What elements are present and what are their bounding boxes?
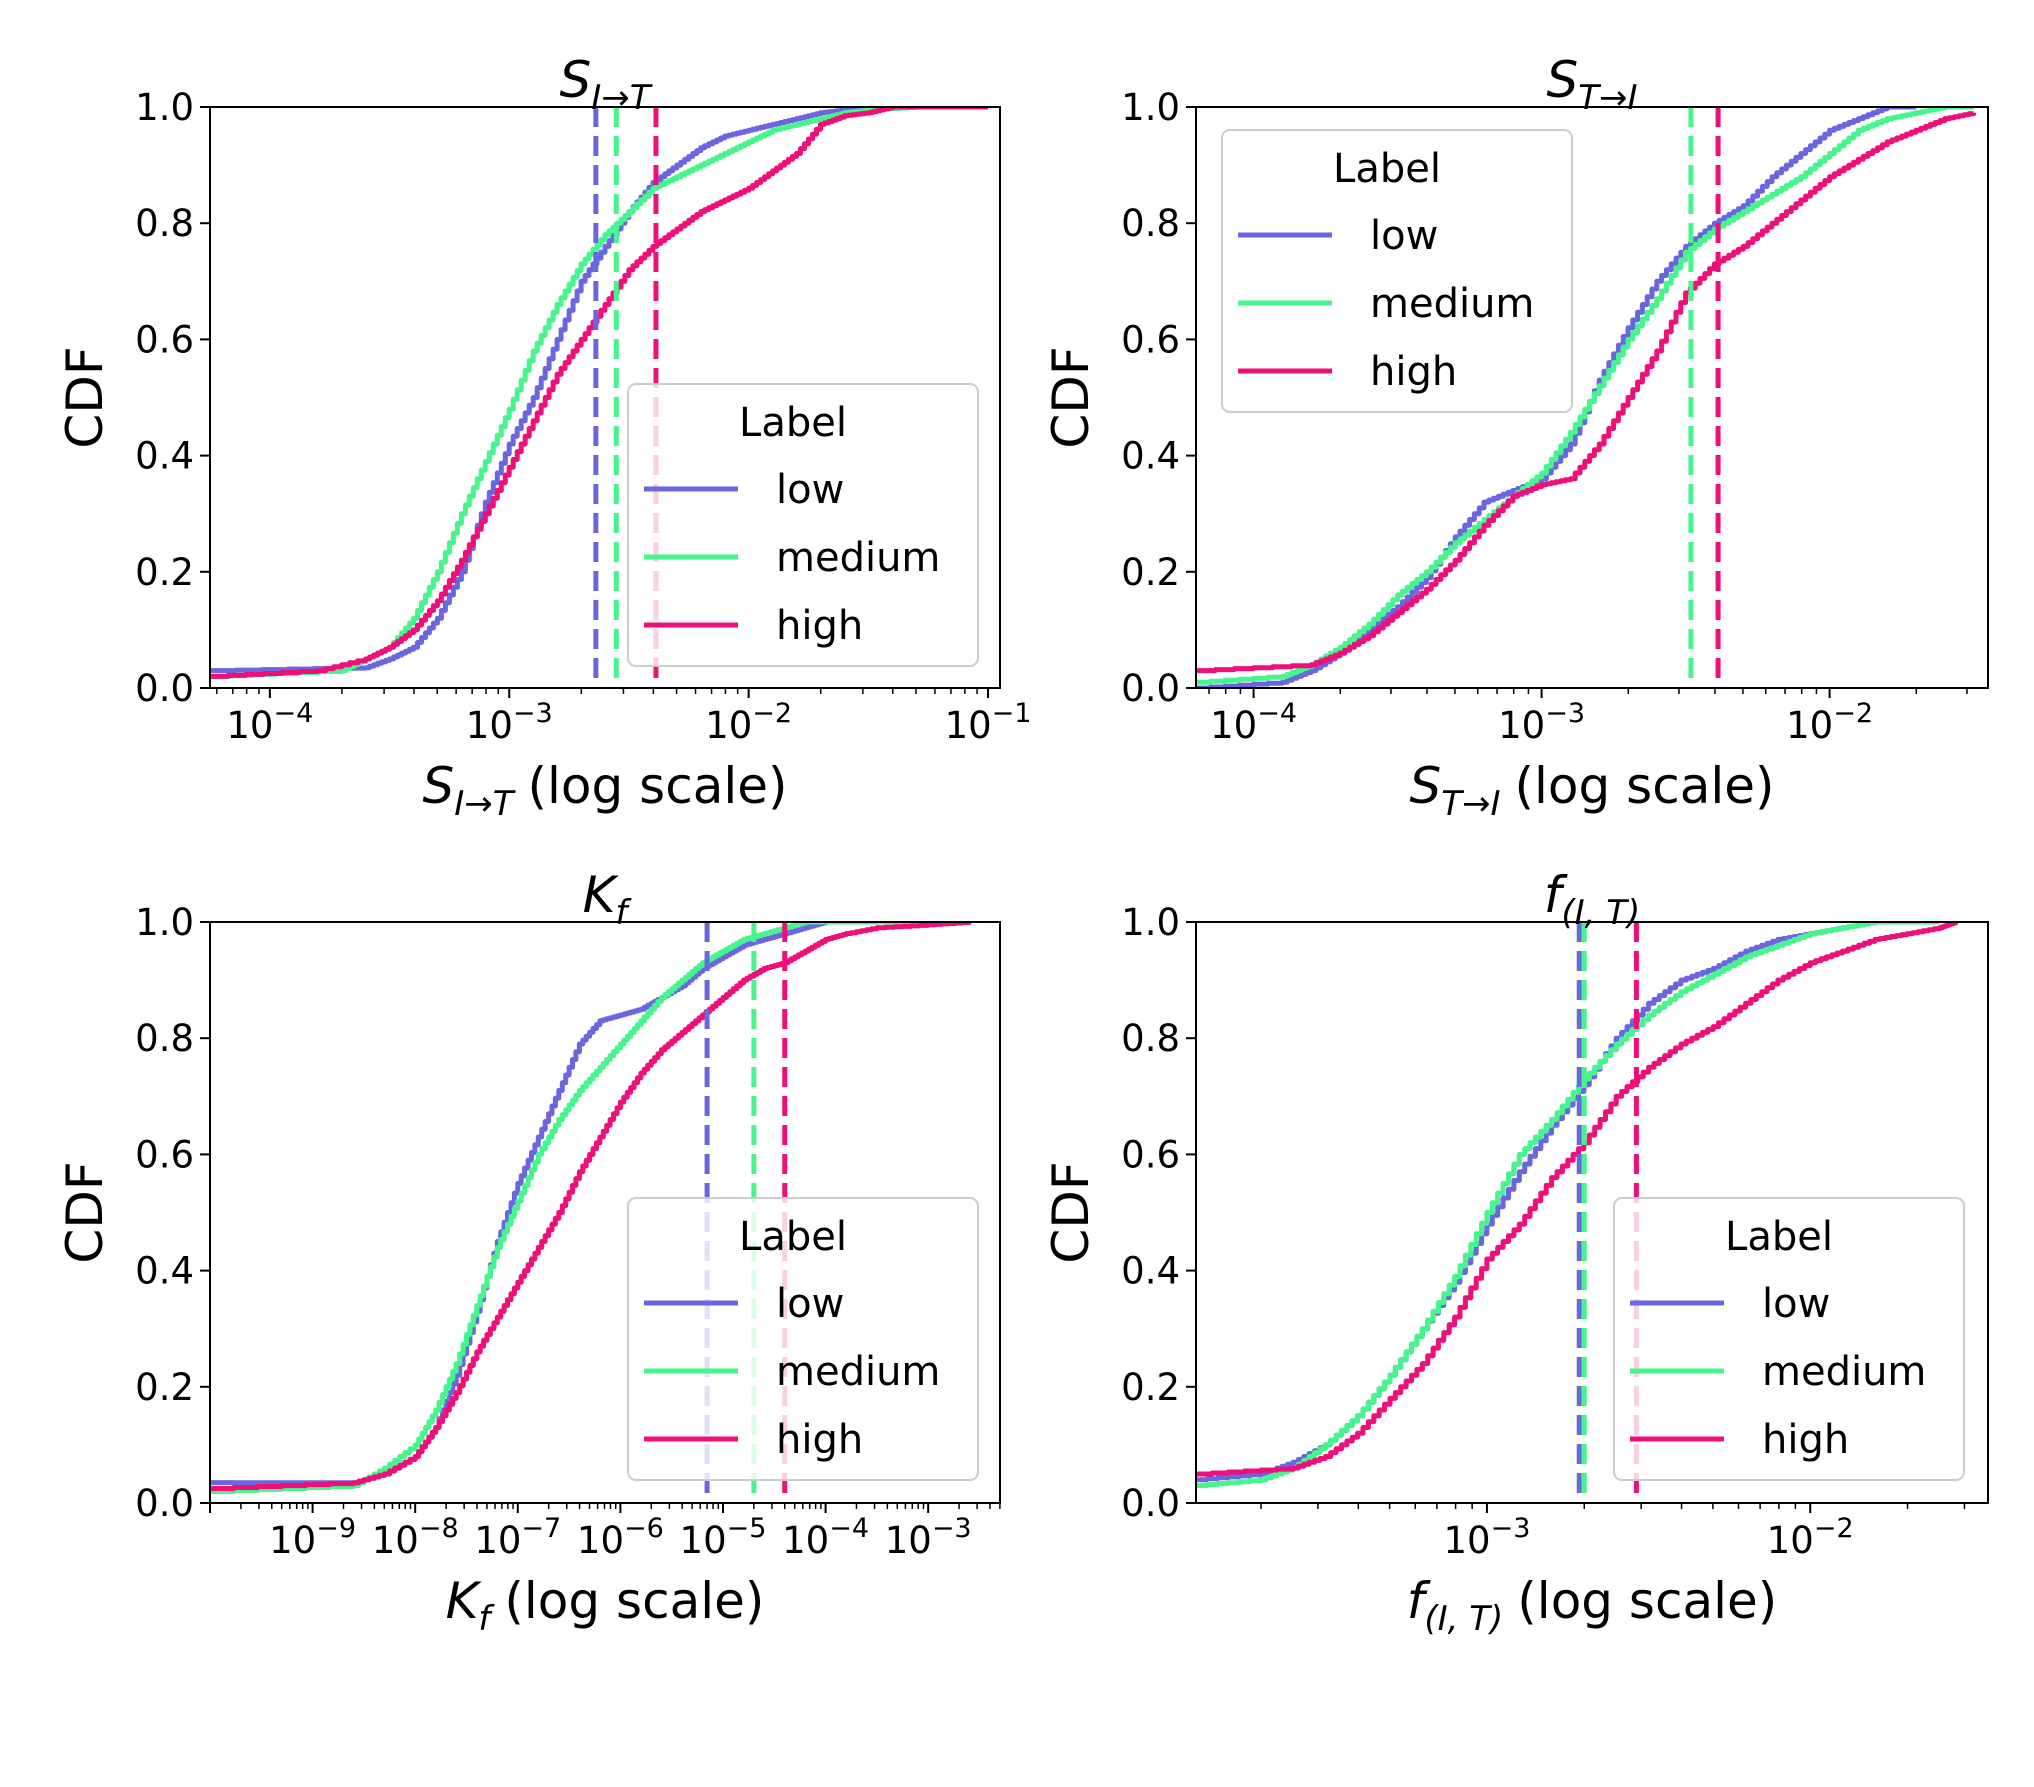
legend-box xyxy=(627,1197,979,1481)
legend-title: Label xyxy=(1725,1214,1833,1260)
x-axis-label: f(I, T) (log scale) xyxy=(1407,1572,1778,1639)
x-tick-label: 10−7 xyxy=(474,1513,561,1562)
y-tick-label: 0.6 xyxy=(1121,318,1180,361)
legend-label-high: high xyxy=(1762,1417,1849,1463)
series-line-medium xyxy=(210,922,970,1494)
legend: Label low medium high xyxy=(627,383,979,667)
series-line-high xyxy=(210,922,972,1491)
y-tick-label: 1.0 xyxy=(135,901,194,944)
legend-label-medium: medium xyxy=(776,1349,940,1395)
y-tick-label: 0.6 xyxy=(135,318,194,361)
chart-panel-f_it: 0.0 0.2 0.4 0.6 0.8 1.0 10−3 10−2 f(I, T) f(I, T)… xyxy=(1042,866,1989,1639)
x-tick-label: 10−2 xyxy=(1786,698,1873,747)
legend-title: Label xyxy=(739,400,847,446)
y-tick-label: 0.2 xyxy=(135,551,194,594)
x-tick-label: 10−5 xyxy=(680,1513,767,1562)
x-tick-label: 10−2 xyxy=(1767,1513,1854,1562)
y-tick-label: 0.6 xyxy=(135,1133,194,1176)
x-tick-label: 10−4 xyxy=(1210,698,1297,747)
y-axis-label: CDF xyxy=(1042,346,1100,448)
chart-title: ST→I xyxy=(1546,51,1637,118)
x-axis-label: Kf (log scale) xyxy=(446,1572,765,1639)
series-line-low xyxy=(210,107,893,674)
legend: Label low medium high xyxy=(1613,1197,1965,1481)
y-tick-label: 0.8 xyxy=(135,202,194,245)
x-tick-label: 10−8 xyxy=(372,1513,459,1562)
y-axis-label: CDF xyxy=(56,1161,114,1263)
x-tick-label: 10−4 xyxy=(782,1513,869,1562)
legend-label-low: low xyxy=(776,467,844,513)
plot-area xyxy=(210,107,988,688)
series-line-medium xyxy=(1196,107,1974,685)
y-tick-label: 1.0 xyxy=(1121,901,1180,944)
x-tick-label: 10−1 xyxy=(945,698,1032,747)
chart-title: Kf xyxy=(583,866,633,933)
chart-panel-s_ti: 0.0 0.2 0.4 0.6 0.8 1.0 10−4 10−3 10−2 ST→I ST→I (l… xyxy=(1042,51,1989,824)
legend-label-high: high xyxy=(776,603,863,649)
y-tick-label: 0.4 xyxy=(1121,1250,1180,1293)
legend-label-medium: medium xyxy=(1762,1349,1926,1395)
chart-title: f(I, T) xyxy=(1544,866,1641,933)
y-tick-label: 0.2 xyxy=(1121,1366,1180,1409)
x-tick-label: 10−4 xyxy=(226,698,313,747)
y-tick-label: 0.0 xyxy=(135,1482,194,1525)
y-tick-label: 0.6 xyxy=(1121,1133,1180,1176)
series-line-low xyxy=(210,922,970,1486)
y-tick-label: 0.0 xyxy=(1121,1482,1180,1525)
legend-label-low: low xyxy=(776,1281,844,1327)
y-tick-label: 1.0 xyxy=(135,86,194,129)
legend-label-low: low xyxy=(1370,213,1438,259)
y-tick-label: 0.4 xyxy=(1121,435,1180,478)
series-line-high xyxy=(1196,111,1977,674)
plot-area xyxy=(1196,107,1977,688)
axes-frame xyxy=(1195,921,1989,1504)
legend: Label low medium high xyxy=(1221,129,1573,413)
y-tick-label: 0.8 xyxy=(1121,1017,1180,1060)
legend-box xyxy=(1221,129,1573,413)
chart-panel-s_it: 0.0 0.2 0.4 0.6 0.8 1.0 10−4 10−3 10−2 10−1 SI→T SI… xyxy=(56,51,1031,824)
x-tick-label: 10−3 xyxy=(1498,698,1585,747)
chart-title: SI→T xyxy=(559,51,652,118)
y-tick-label: 0.0 xyxy=(1121,667,1180,710)
x-tick-label: 10−2 xyxy=(705,698,792,747)
legend-label-high: high xyxy=(776,1417,863,1463)
y-tick-label: 0.0 xyxy=(135,667,194,710)
y-tick-label: 0.2 xyxy=(1121,551,1180,594)
legend-box xyxy=(627,383,979,667)
y-tick-label: 0.2 xyxy=(135,1366,194,1409)
y-axis-label: CDF xyxy=(56,346,114,448)
x-axis-label: ST→I (log scale) xyxy=(1409,757,1774,824)
x-tick-label: 10−9 xyxy=(269,1513,356,1562)
legend-label-medium: medium xyxy=(1370,281,1534,327)
x-tick-label: 10−6 xyxy=(577,1513,664,1562)
series-line-medium xyxy=(210,107,988,679)
legend: Label low medium high xyxy=(627,1197,979,1481)
axes-frame xyxy=(1195,106,1989,689)
x-axis-label: SI→T (log scale) xyxy=(422,757,787,824)
series-line-medium xyxy=(1196,922,1940,1489)
y-tick-label: 0.8 xyxy=(1121,202,1180,245)
legend-label-low: low xyxy=(1762,1281,1830,1327)
series-line-high xyxy=(1196,922,1959,1477)
legend-box xyxy=(1613,1197,1965,1481)
chart-panel-k_f: 0.0 0.2 0.4 0.6 0.8 1.0 10−9 10−8 10−7 10−6 10−5 10… xyxy=(56,866,1001,1639)
x-tick-label: 10−3 xyxy=(466,698,553,747)
y-axis-label: CDF xyxy=(1042,1161,1100,1263)
legend-title: Label xyxy=(1333,146,1441,192)
legend-label-high: high xyxy=(1370,349,1457,395)
y-tick-label: 1.0 xyxy=(1121,86,1180,129)
legend-title: Label xyxy=(739,1214,847,1260)
legend-label-medium: medium xyxy=(776,535,940,581)
y-tick-label: 0.4 xyxy=(135,1250,194,1293)
y-tick-label: 0.8 xyxy=(135,1017,194,1060)
axes-frame xyxy=(209,106,1001,689)
y-tick-label: 0.4 xyxy=(135,435,194,478)
x-tick-label: 10−3 xyxy=(1443,1513,1530,1562)
x-tick-label: 10−3 xyxy=(885,1513,972,1562)
